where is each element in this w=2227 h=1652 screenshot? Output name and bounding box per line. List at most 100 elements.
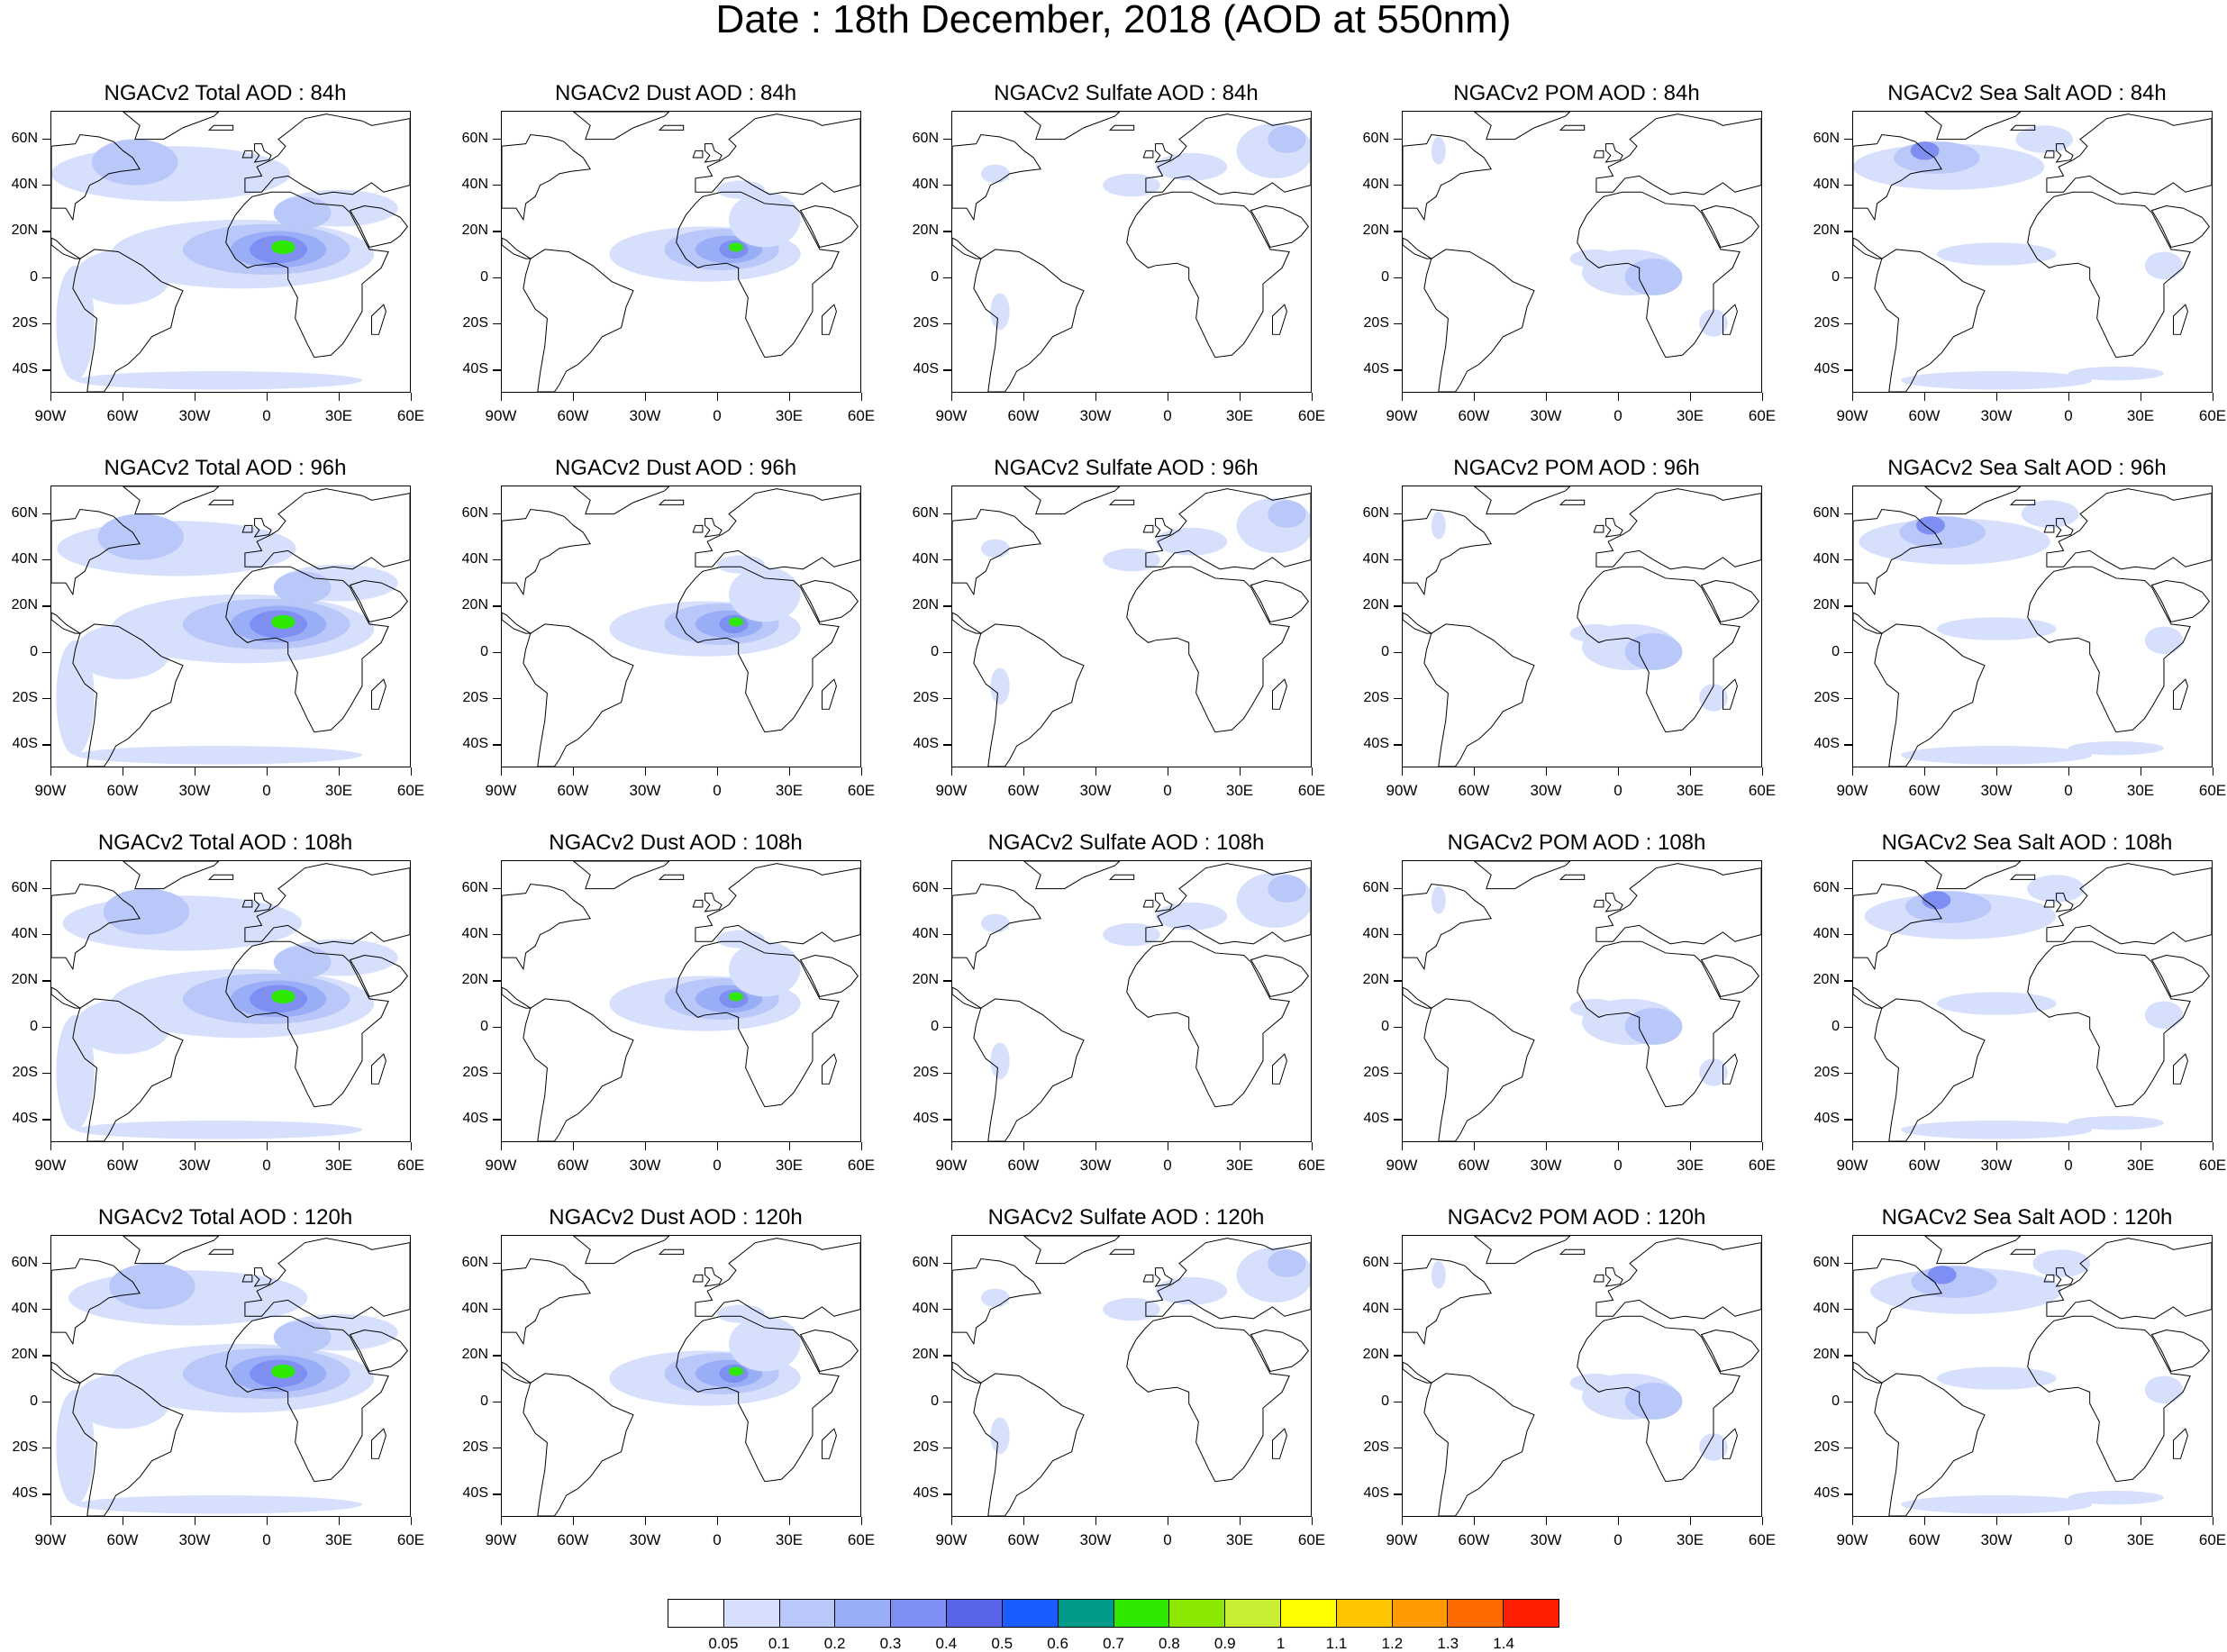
lat-tick [1844,1026,1852,1029]
lat-tick-label: 20N [1813,1347,1840,1363]
lon-tick [861,767,863,776]
lat-tick-label: 60N [1813,1254,1840,1270]
lon-tick [1240,1142,1241,1150]
map-frame [951,111,1312,393]
lat-tick-label: 0 [1832,1393,1840,1409]
aod-region [729,192,801,248]
lon-tick-label: 90W [485,1157,517,1174]
coastline-britain [1604,1267,1623,1287]
map-panel: NGACv2 Sea Salt AOD : 120h 60N 40N 20N 0 20S 4… [1802,1205,2227,1602]
lon-tick-label: 30W [1079,407,1112,424]
coastline-centralAm [952,237,983,259]
panel-title: NGACv2 Dust AOD : 96h [554,456,797,480]
lat-tick-label: 0 [1381,1018,1389,1034]
coastline-northAmerica [952,884,1042,971]
lat-tick [1844,934,1852,936]
lat-tick [493,1073,501,1075]
lon-tick-label: 60W [1908,407,1941,424]
coastline-arabia [1700,955,1759,998]
colorbar [668,1599,1559,1628]
lon-tick-label: 90W [1836,782,1868,799]
coastline-greenland [572,486,670,515]
coastline-northAmerica [1853,1258,1943,1346]
lon-tick-label: 30E [2126,782,2155,799]
panel-title: NGACv2 Sulfate AOD : 120h [987,1205,1265,1230]
lon-tick-label: 60E [1297,1157,1326,1174]
coastline-ireland [692,524,704,533]
colorbar-label: 0.6 [1047,1635,1068,1652]
lat-tick [1844,1073,1852,1075]
coastline-ireland [241,524,253,533]
lon-tick-label: 30E [1225,1157,1254,1174]
coastline-iceland [2009,499,2036,505]
aod-region [56,265,95,381]
colorbar-label: 1.3 [1437,1635,1459,1652]
coastline-europe [1145,863,1311,945]
lat-tick-label: 40S [1813,1485,1840,1502]
lon-tick-label: 60E [1748,1157,1777,1174]
lat-tick [493,559,501,561]
lat-tick-label: 40N [1362,551,1389,567]
coastline-africa [676,940,840,1108]
lat-tick-label: 20S [462,315,488,331]
lon-tick [1996,393,1998,401]
coastline-ireland [692,150,704,159]
lon-tick-label: 60W [1007,1531,1040,1548]
coastline-centralAm [51,237,82,259]
coastline-britain [1604,518,1623,538]
map-frame [1402,1235,1762,1517]
lat-tick [943,698,951,700]
lon-tick [1690,393,1692,401]
lon-tick-label: 30E [324,1531,353,1548]
coastline-centralAm [51,612,82,634]
coastline-arabia [1700,580,1759,623]
lat-tick [42,513,50,515]
coastline-ireland [2043,1274,2055,1283]
lon-tick [951,1517,953,1525]
lon-tick [1240,393,1241,401]
lat-tick-label: 0 [30,1018,38,1034]
lat-tick [943,651,951,654]
lat-tick-label: 40S [913,1485,939,1502]
lat-tick-label: 0 [480,643,488,659]
lat-tick-label: 0 [30,268,38,285]
lon-tick-label: 60W [1007,782,1040,799]
coastline-greenland [1023,112,1121,141]
lat-tick-label: 40S [1363,1485,1389,1502]
lat-tick [493,744,501,746]
lat-tick [493,887,501,890]
aod-region [273,196,332,230]
aod-map [952,112,1311,392]
lon-tick-label: 30E [324,782,353,799]
colorbar-boxes [668,1599,1559,1628]
lat-tick [42,698,50,700]
coastline-greenland [572,112,670,141]
coastline-greenland [1923,112,2022,141]
coastline-ireland [2043,524,2055,533]
aod-map [952,861,1311,1141]
aod-region [990,667,1010,705]
panel-title: NGACv2 POM AOD : 108h [1447,831,1706,855]
coastline-ireland [1593,150,1604,159]
aod-region [75,1495,362,1514]
lat-tick-label: 0 [480,268,488,285]
lon-tick [501,1517,503,1525]
aod-region [1936,1366,2057,1390]
lon-tick-label: 60W [1458,407,1490,424]
map-frame [50,860,411,1142]
lat-tick-label: 20N [461,597,488,613]
coastline-britain [253,143,272,163]
coastline-africa [1577,940,1741,1108]
lat-tick-label: 60N [461,504,488,521]
coastline-centralAm [502,1361,532,1384]
lat-tick-label: 20S [913,1439,939,1456]
aod-region [56,640,95,756]
panel-title: NGACv2 Dust AOD : 108h [549,831,803,855]
lon-tick-label: 30W [1530,1531,1562,1548]
coastline-ireland [1142,1274,1154,1283]
coastline-greenland [1473,112,1571,141]
lat-tick-label: 60N [1362,1254,1389,1270]
aod-map [1853,861,2212,1141]
colorbar-box [891,1600,948,1627]
aod-region [1569,1373,1618,1393]
